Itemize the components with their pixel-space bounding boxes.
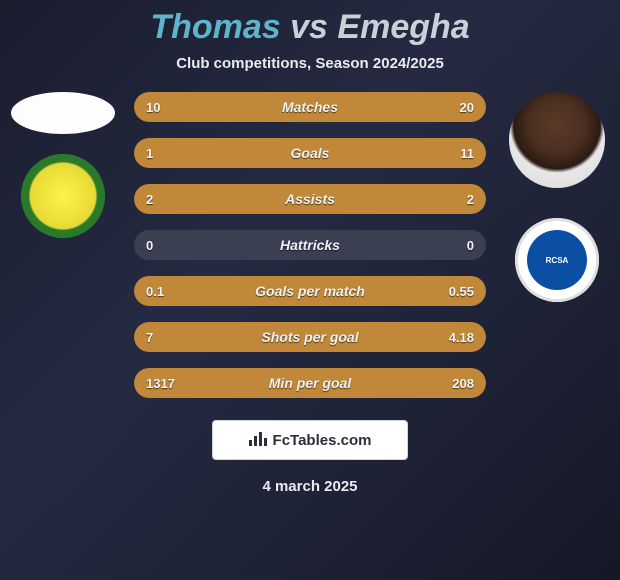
strasbourg-badge-inner: RCSA xyxy=(527,230,587,290)
bar-label: Goals xyxy=(134,138,486,168)
bar-label: Assists xyxy=(134,184,486,214)
bar-row: 0.10.55Goals per match xyxy=(134,276,486,306)
site-badge[interactable]: FcTables.com xyxy=(212,420,408,460)
bar-label: Goals per match xyxy=(134,276,486,306)
bar-row: 1317208Min per goal xyxy=(134,368,486,398)
player1-name: Thomas xyxy=(150,8,280,46)
bar-row: 111Goals xyxy=(134,138,486,168)
vs-text: vs xyxy=(290,8,328,46)
bar-row: 74.18Shots per goal xyxy=(134,322,486,352)
player1-avatar-placeholder xyxy=(11,92,115,134)
bar-row: 1020Matches xyxy=(134,92,486,122)
bar-row: 22Assists xyxy=(134,184,486,214)
right-column: RCSA xyxy=(502,92,612,302)
left-column xyxy=(8,92,118,238)
bar-label: Min per goal xyxy=(134,368,486,398)
bars-container: 1020Matches 111Goals 22Assists 00Hattricks 0… xyxy=(134,92,486,398)
bar-label: Hattricks xyxy=(134,230,486,260)
player2-club-badge: RCSA xyxy=(515,218,599,302)
comparison-chart: RCSA 1020Matches 111Goals 22Assists 00Hattr… xyxy=(0,92,620,398)
bar-label: Shots per goal xyxy=(134,322,486,352)
player1-club-badge xyxy=(21,154,105,238)
page-title: Thomas vs Emegha xyxy=(0,0,620,47)
subtitle: Club competitions, Season 2024/2025 xyxy=(0,55,620,72)
fctables-logo-icon xyxy=(249,430,267,450)
site-name: FcTables.com xyxy=(273,432,372,449)
player2-avatar xyxy=(509,92,605,188)
bar-row: 00Hattricks xyxy=(134,230,486,260)
bar-label: Matches xyxy=(134,92,486,122)
player2-name: Emegha xyxy=(337,8,469,46)
footer-date: 4 march 2025 xyxy=(0,478,620,495)
